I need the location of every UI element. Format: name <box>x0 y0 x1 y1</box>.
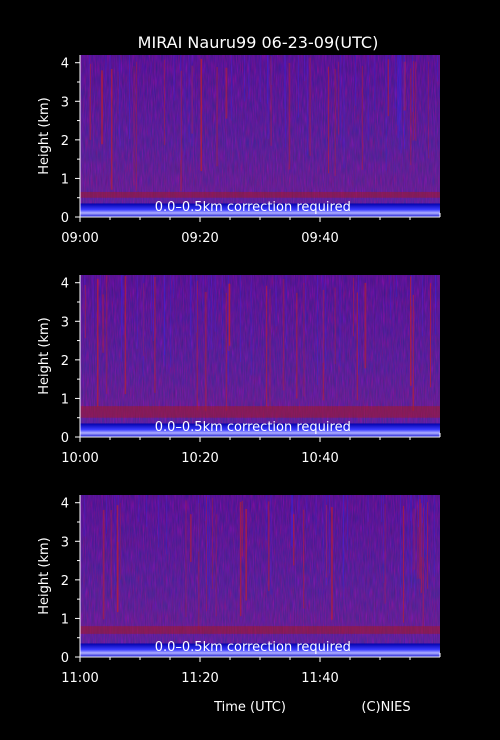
y-tick-label: 2 <box>61 574 69 589</box>
y-tick-label: 4 <box>61 497 69 512</box>
credit-label: (C)NIES <box>361 700 410 715</box>
y-tick-label: 3 <box>61 95 69 110</box>
y-tick-label: 4 <box>61 277 69 292</box>
boundary-layer-band <box>80 626 440 634</box>
correction-annotation: 0.0–0.5km correction required <box>155 640 351 655</box>
correction-annotation: 0.0–0.5km correction required <box>155 420 351 435</box>
x-axis-label: Time (UTC) <box>213 700 286 715</box>
y-tick-label: 1 <box>61 612 69 627</box>
heatmap-panel: 0 1 2 3 4 Height (km) 09:00 09:20 09:40 0.0–0.5km… <box>37 55 441 246</box>
chart-title: MIRAI Nauru99 06-23-09(UTC) <box>138 33 379 52</box>
y-tick-label: 0 <box>61 431 69 446</box>
x-tick-label: 09:00 <box>61 231 98 246</box>
x-tick-label: 11:40 <box>301 671 338 686</box>
heatmap-panel: 0 1 2 3 4 Height (km) 11:00 11:20 11:40 0.0–0.5km… <box>37 495 441 686</box>
y-axis-label: Height (km) <box>37 537 52 614</box>
x-tick-label: 11:20 <box>181 671 218 686</box>
y-tick-label: 2 <box>61 354 69 369</box>
y-tick-label: 3 <box>61 315 69 330</box>
x-tick-label: 11:00 <box>61 671 98 686</box>
correction-annotation: 0.0–0.5km correction required <box>155 200 351 215</box>
y-tick-label: 0 <box>61 651 69 666</box>
y-tick-label: 0 <box>61 211 69 226</box>
x-tick-label: 09:40 <box>301 231 338 246</box>
boundary-layer-band <box>80 406 440 418</box>
x-tick-label: 09:20 <box>181 231 218 246</box>
y-tick-label: 1 <box>61 172 69 187</box>
y-axis-label: Height (km) <box>37 317 52 394</box>
y-axis-label: Height (km) <box>37 97 52 174</box>
heatmap-noise <box>80 55 440 217</box>
heatmap-panel: 0 1 2 3 4 Height (km) 10:00 10:20 10:40 0.0–0.5km… <box>37 275 441 466</box>
y-tick-label: 2 <box>61 134 69 149</box>
x-tick-label: 10:20 <box>181 451 218 466</box>
y-tick-label: 1 <box>61 392 69 407</box>
panels: 0 1 2 3 4 Height (km) 09:00 09:20 09:40 0.0–0.5km… <box>37 55 441 686</box>
y-tick-label: 3 <box>61 535 69 550</box>
x-tick-label: 10:40 <box>301 451 338 466</box>
x-tick-label: 10:00 <box>61 451 98 466</box>
surface-band <box>80 643 440 657</box>
y-tick-label: 4 <box>61 57 69 72</box>
boundary-layer-band <box>80 191 440 198</box>
surface-band <box>80 203 440 217</box>
surface-band <box>80 423 440 437</box>
